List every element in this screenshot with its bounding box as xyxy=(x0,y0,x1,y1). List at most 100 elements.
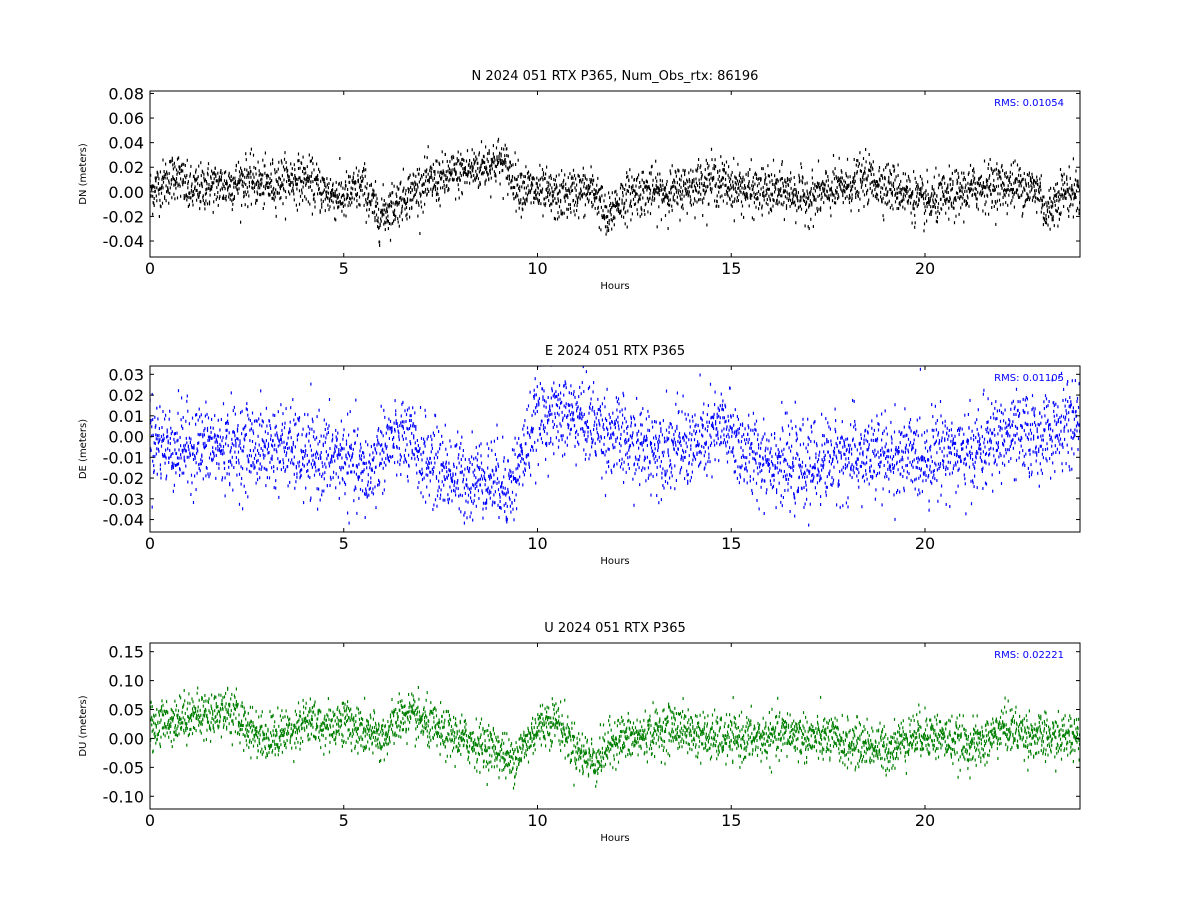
data-point xyxy=(466,467,469,470)
data-point xyxy=(529,191,531,195)
data-point xyxy=(453,465,455,468)
data-point xyxy=(201,185,203,189)
data-point xyxy=(163,437,165,441)
data-point xyxy=(386,218,388,222)
data-point xyxy=(525,191,527,195)
data-point xyxy=(914,225,916,229)
data-point xyxy=(839,180,841,183)
data-point xyxy=(283,426,286,430)
data-point xyxy=(467,500,469,504)
data-point xyxy=(172,177,174,181)
data-point xyxy=(302,155,304,159)
data-point xyxy=(246,454,248,458)
data-point xyxy=(292,189,294,193)
data-point xyxy=(294,412,296,416)
data-point xyxy=(601,214,603,218)
data-point xyxy=(318,167,320,171)
data-point xyxy=(186,394,188,398)
data-point xyxy=(324,428,326,431)
data-point xyxy=(167,190,169,194)
data-point xyxy=(906,185,908,189)
data-point xyxy=(618,197,621,201)
data-point xyxy=(431,193,433,197)
data-point xyxy=(309,444,311,448)
data-point xyxy=(402,425,404,428)
data-point xyxy=(613,204,615,208)
data-point xyxy=(289,427,291,431)
data-point xyxy=(704,168,706,172)
data-point xyxy=(469,515,471,519)
data-point xyxy=(263,456,265,460)
data-point xyxy=(653,187,655,191)
data-point xyxy=(482,501,485,505)
data-point xyxy=(1066,188,1068,191)
data-point xyxy=(811,176,813,180)
data-point xyxy=(174,182,176,186)
data-point xyxy=(356,433,358,437)
data-point xyxy=(821,195,823,199)
data-point xyxy=(482,160,485,164)
data-point xyxy=(428,180,430,184)
data-point xyxy=(902,205,904,209)
data-point xyxy=(166,428,168,432)
data-point xyxy=(276,434,278,438)
data-point xyxy=(779,188,781,192)
data-point xyxy=(457,183,459,187)
data-point xyxy=(166,435,168,439)
data-point xyxy=(388,194,390,198)
data-point xyxy=(777,202,779,206)
data-point xyxy=(915,187,917,191)
data-point xyxy=(502,197,504,200)
data-point xyxy=(225,194,227,198)
data-point xyxy=(288,430,290,434)
data-point xyxy=(1058,190,1060,194)
data-point xyxy=(420,491,422,495)
data-point xyxy=(284,446,287,449)
data-point xyxy=(157,188,159,192)
data-point xyxy=(316,182,318,186)
data-point xyxy=(440,442,442,446)
data-point xyxy=(333,206,335,210)
data-point xyxy=(497,160,500,164)
data-point xyxy=(446,453,448,457)
data-point xyxy=(337,431,339,435)
data-point xyxy=(904,194,906,198)
data-point xyxy=(565,194,567,198)
data-point xyxy=(435,453,437,457)
data-point xyxy=(259,182,261,186)
data-point xyxy=(155,437,157,441)
data-point xyxy=(1005,201,1007,205)
data-point xyxy=(657,172,659,176)
data-point xyxy=(944,199,946,203)
data-point xyxy=(283,178,285,182)
data-point xyxy=(697,191,699,195)
data-point xyxy=(190,437,192,441)
data-point xyxy=(379,480,381,484)
data-point xyxy=(151,188,153,192)
data-point xyxy=(491,503,493,507)
data-point xyxy=(935,211,937,215)
data-point xyxy=(195,168,197,172)
data-point xyxy=(432,469,434,473)
data-point xyxy=(675,186,677,190)
data-point xyxy=(814,212,816,216)
data-point xyxy=(642,170,644,174)
data-point xyxy=(596,183,598,187)
data-point xyxy=(415,427,417,431)
data-point xyxy=(631,175,633,179)
data-point xyxy=(182,183,184,187)
data-point xyxy=(729,198,731,202)
data-point xyxy=(637,212,639,216)
data-point xyxy=(588,198,590,202)
data-point xyxy=(197,432,199,436)
data-point xyxy=(390,455,392,459)
data-point xyxy=(347,511,349,515)
data-point xyxy=(439,174,441,178)
data-point xyxy=(989,189,991,193)
data-point xyxy=(980,174,982,178)
data-point xyxy=(308,153,310,157)
data-point xyxy=(186,441,188,445)
data-point xyxy=(1069,186,1071,190)
data-point xyxy=(395,413,397,417)
data-point xyxy=(726,201,728,205)
